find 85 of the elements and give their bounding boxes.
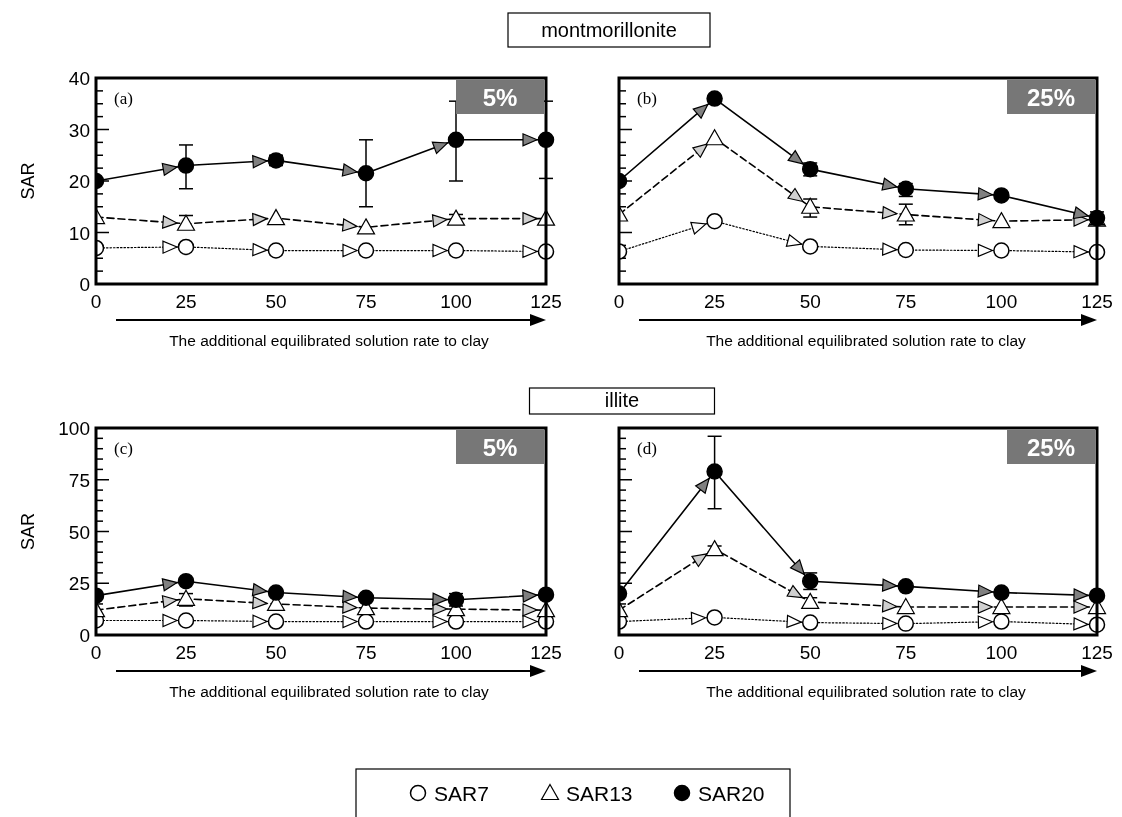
point [447,242,465,259]
point [706,90,723,107]
y-tick-label: 0 [79,625,90,646]
legend-label: SAR13 [566,782,633,805]
point [177,238,195,256]
point [267,613,285,630]
point [897,578,915,595]
y-tick-label: 0 [79,274,90,295]
x-tick-label: 50 [799,291,821,312]
x-tick-label: 0 [613,642,625,663]
x-tick-label: 125 [1081,642,1113,663]
y-tick-label: 100 [58,418,90,439]
point [357,242,375,259]
annotation: (d) [637,439,657,458]
y-axis-title: SAR [18,162,38,200]
annotation: 5% [482,84,518,111]
point [447,131,465,149]
x-axis-title: The additional equilibrated solution rate to clay [706,683,1027,700]
point [357,589,375,606]
y-tick-label: 20 [68,171,90,192]
x-tick-label: 50 [799,642,821,663]
point [801,614,819,631]
annotation: 5% [482,434,518,461]
x-tick-label: 75 [355,642,377,663]
x-tick-label: 75 [895,291,917,312]
point [177,157,195,174]
x-tick-label: 75 [355,291,377,312]
point [705,129,724,146]
annotation: (a) [114,89,133,108]
point [993,187,1010,204]
x-tick-label: 100 [985,642,1018,663]
x-tick-label: 25 [175,642,197,663]
point [357,165,375,182]
chart-title: illite [604,389,640,411]
x-tick-label: 100 [985,291,1018,312]
point [993,584,1010,601]
y-tick-label: 75 [68,469,90,491]
x-tick-label: 0 [613,291,625,312]
point [177,572,195,590]
annotation: (b) [637,89,657,108]
x-axis-title: The additional equilibrated solution rate to clay [169,683,490,700]
text: montmorillonite [541,19,677,41]
annotation: (c) [114,439,133,458]
y-tick-label: 25 [68,573,90,595]
x-tick-label: 125 [1081,291,1113,312]
x-axis-title: The additional equilibrated solution rate to clay [706,332,1027,349]
annotation: 25% [1026,434,1076,461]
point [356,218,376,235]
point [993,242,1010,259]
point [357,613,375,630]
y-tick-label: 10 [68,222,90,244]
x-tick-label: 50 [265,642,287,663]
point [801,238,819,255]
point [896,205,915,222]
x-tick-label: 125 [530,642,562,663]
y-tick-label: 50 [68,521,90,543]
x-tick-label: 25 [704,642,726,663]
x-axis-title: The additional equilibrated solution rate to clay [169,332,490,349]
legend-label: SAR7 [434,782,489,805]
point [706,609,723,626]
point [706,463,723,480]
point [992,212,1011,229]
point [897,241,915,259]
point [993,613,1010,630]
point [446,209,466,226]
x-tick-label: 25 [704,291,726,312]
point [267,584,285,601]
x-tick-label: 125 [530,291,562,312]
y-tick-label: 30 [68,119,90,141]
point [896,597,915,615]
x-tick-label: 50 [265,291,287,312]
point [266,208,286,226]
point [267,242,285,259]
x-tick-label: 100 [440,642,472,663]
annotation: 25% [1026,84,1076,111]
x-tick-label: 25 [175,291,197,312]
point [706,212,723,230]
point [177,612,195,629]
x-tick-label: 75 [895,642,917,663]
point [897,615,915,632]
y-axis-title: SAR [18,512,38,551]
point [801,197,820,214]
y-tick-label: 40 [68,68,90,89]
legend-label: SAR20 [698,782,765,805]
x-tick-label: 100 [440,291,472,312]
